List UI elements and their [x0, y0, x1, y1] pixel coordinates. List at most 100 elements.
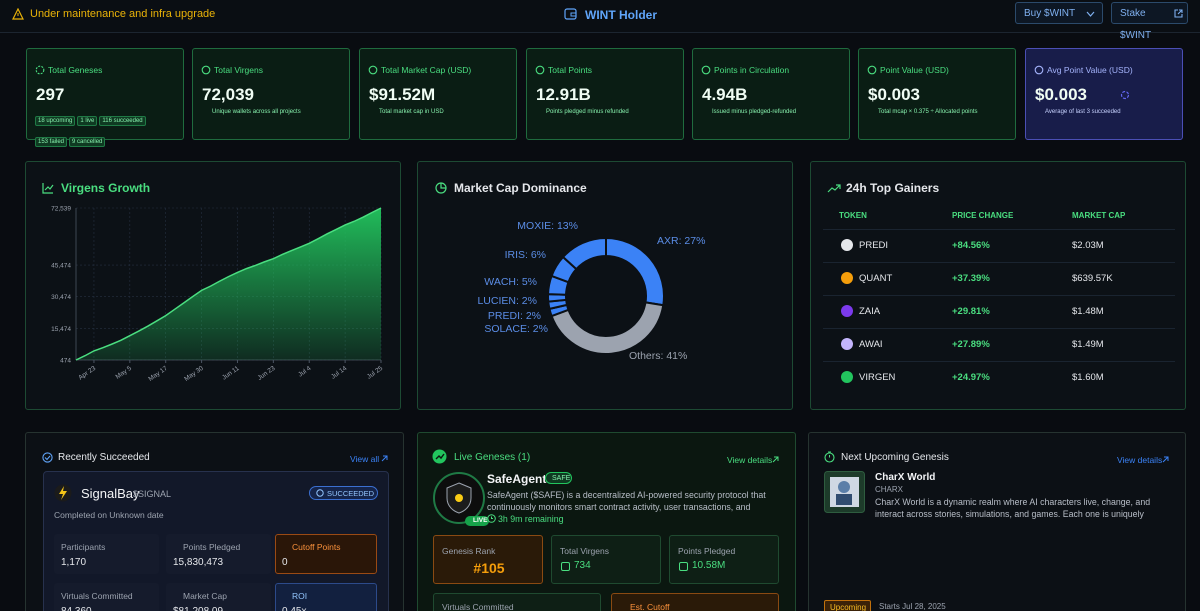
stat-label: Total Points — [548, 65, 592, 75]
metric-value: 15,830,473 — [173, 557, 224, 568]
chart-title: Virgens Growth — [61, 181, 150, 195]
stat-value: 297 — [36, 85, 65, 104]
panel-title: 24h Top Gainers — [846, 181, 940, 195]
market-cap: $1.60M — [1072, 372, 1104, 383]
project-card: SignalBay $SIGNAL SUCCEEDED Completed on… — [43, 471, 389, 611]
stat-note: Average of last 3 succeeded — [1045, 109, 1121, 115]
x-tick-label: Jul 14 — [330, 365, 349, 381]
maintenance-notice: Under maintenance and infra upgrade — [30, 8, 216, 20]
slice-label: Others: 41% — [629, 350, 687, 362]
pie-icon — [435, 182, 447, 194]
view-details-link[interactable]: View details — [727, 455, 773, 465]
wallet-icon — [564, 8, 577, 20]
stat-card: Total Virgens 72,039 Unique wallets across… — [192, 48, 350, 140]
stat-value: $0.003 — [1035, 85, 1087, 104]
stat-note: Points pledged minus refunded — [546, 109, 629, 115]
panel-title: Next Upcoming Genesis — [841, 452, 949, 463]
token-icon — [841, 272, 853, 284]
stat-label: Avg Point Value (USD) — [1047, 65, 1133, 75]
price-change: +24.97% — [952, 372, 990, 383]
column-header: MARKET CAP — [1072, 211, 1126, 220]
time-remaining: 3h 9m remaining — [498, 514, 564, 524]
x-tick-label: Jul 4 — [297, 365, 313, 379]
project-avatar — [433, 472, 485, 524]
panel-title: Live Geneses (1) — [454, 452, 531, 463]
chevron-icon — [1086, 11, 1095, 17]
token-icon — [841, 239, 853, 251]
token-name: VIRGEN — [859, 372, 896, 383]
metric-box: ROI 0.45x — [275, 583, 377, 611]
timer-icon — [824, 451, 835, 463]
y-tick-label: 45,474 — [51, 263, 71, 270]
warning-icon — [12, 8, 24, 20]
area-chart: Virgens Growth 474 15,474 30,474 45,474 72,53… — [51, 181, 385, 383]
token-icon — [841, 305, 853, 317]
market-cap: $639.57K — [1072, 273, 1113, 284]
stat-label: Total Virgens — [214, 65, 263, 75]
arrow-icon — [381, 455, 388, 462]
stake-label: Stake $WINT — [1120, 8, 1152, 41]
metric-label: Est. Cutoff — [630, 602, 670, 611]
live-badge: LIVE — [465, 516, 489, 526]
metric-box: Cutoff Points 0 — [275, 534, 377, 574]
x-tick-label: May 5 — [114, 365, 133, 381]
x-tick-label: Jun 23 — [256, 365, 276, 382]
slice-label: AXR: 27% — [657, 235, 705, 247]
stat-card: Total Geneses 297 18 upcoming 1 live 116 suc… — [26, 48, 184, 147]
donut-slice — [605, 236, 665, 307]
view-details-link[interactable]: View details — [1117, 455, 1163, 465]
stat-value: 72,039 — [202, 85, 254, 104]
token-icon — [841, 371, 853, 383]
metric-label: Total Virgens — [560, 546, 609, 556]
stat-note: Issued minus pledged-refunded — [712, 109, 797, 115]
row-divider — [823, 328, 1175, 329]
y-tick-label: 30,474 — [51, 294, 71, 301]
stat-label: Total Market Cap (USD) — [381, 65, 472, 75]
metric-value: 734 — [574, 560, 591, 571]
ticker-badge: SAFE — [545, 472, 572, 484]
donut-slice — [561, 236, 607, 271]
stat-card: Total Market Cap (USD) $91.52M Total marke… — [359, 48, 517, 140]
metric-box: Virtuals Committed 84,360 — [54, 583, 159, 611]
stat-badge: 1 live — [77, 116, 98, 126]
project-name: CharX World — [875, 472, 936, 483]
metric-icon — [561, 562, 570, 571]
page-title: WINT Holder — [585, 8, 657, 22]
status-icon — [316, 489, 324, 497]
metric-box: Market Cap $81,208.09 — [166, 583, 271, 611]
buy-button[interactable]: Buy $WINT — [1015, 2, 1103, 24]
metric-label: Points Pledged — [183, 542, 241, 552]
metric-box: Total Virgens 734 — [551, 535, 661, 584]
project-description: CharX World is a dynamic realm where AI … — [875, 497, 1151, 519]
lightning-icon — [54, 484, 72, 502]
metric-value: 0 — [282, 557, 288, 568]
stat-badge: 18 upcoming — [35, 116, 76, 126]
external-icon — [1174, 9, 1183, 18]
row-divider — [823, 229, 1175, 230]
project-ticker: $SIGNAL — [133, 489, 172, 499]
project-ticker: CHARX — [875, 485, 904, 494]
x-tick-label: Jul 25 — [366, 365, 385, 381]
view-all-link[interactable]: View all — [350, 454, 380, 464]
succeeded-panel: Recently Succeeded View all SignalBay $S… — [25, 432, 404, 611]
token-name: PREDI — [859, 240, 889, 251]
price-change: +84.56% — [952, 240, 990, 251]
donut-chart: Market Cap Dominance AXR: 27% Others: 41% S… — [454, 181, 705, 362]
slice-label: SOLACE: 2% — [484, 323, 548, 335]
chart-title: Market Cap Dominance — [454, 181, 587, 195]
metric-box: Virtuals Committed — [433, 593, 601, 611]
stat-card: Point Value (USD) $0.003 Total mcap × 0.37… — [858, 48, 1016, 140]
badge-list: 18 upcoming 1 live 116 succeeded 153 failed… — [35, 109, 180, 151]
stat-icon — [867, 65, 877, 75]
check-icon — [42, 452, 53, 463]
stake-button[interactable]: Stake $WINT — [1111, 2, 1188, 41]
metric-box: Points Pledged 15,830,473 — [166, 534, 271, 574]
live-panel: Live Geneses (1) View details LIVE SafeA… — [417, 432, 796, 611]
market-cap: $1.49M — [1072, 339, 1104, 350]
area-line — [75, 207, 382, 361]
status-badge: SUCCEEDED — [309, 486, 378, 500]
stat-label: Points in Circulation — [714, 65, 790, 75]
metric-box: Est. Cutoff — [611, 593, 779, 611]
stat-badge: 9 cancelled — [69, 137, 106, 147]
chart-icon — [42, 183, 54, 194]
